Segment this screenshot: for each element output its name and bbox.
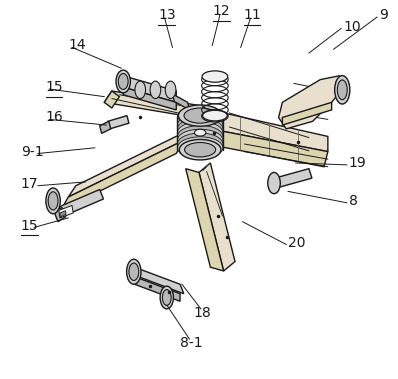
Polygon shape xyxy=(100,121,111,133)
Ellipse shape xyxy=(127,259,141,284)
Text: 20: 20 xyxy=(288,236,306,249)
Ellipse shape xyxy=(150,81,161,99)
Ellipse shape xyxy=(178,137,223,159)
Text: 15: 15 xyxy=(45,80,63,94)
Ellipse shape xyxy=(118,74,128,89)
Ellipse shape xyxy=(195,129,206,136)
Polygon shape xyxy=(58,190,103,217)
Text: 8-1: 8-1 xyxy=(180,336,203,350)
Ellipse shape xyxy=(116,70,131,93)
Ellipse shape xyxy=(162,290,171,305)
Polygon shape xyxy=(186,169,224,271)
Polygon shape xyxy=(123,87,176,110)
Polygon shape xyxy=(172,94,189,110)
Polygon shape xyxy=(123,76,176,102)
Ellipse shape xyxy=(48,192,58,210)
Text: 12: 12 xyxy=(213,5,230,18)
Ellipse shape xyxy=(165,81,176,99)
Polygon shape xyxy=(211,110,328,152)
Ellipse shape xyxy=(178,106,223,128)
Text: 13: 13 xyxy=(158,8,176,22)
Ellipse shape xyxy=(135,81,146,99)
Polygon shape xyxy=(178,116,223,150)
Text: 19: 19 xyxy=(349,156,367,170)
Polygon shape xyxy=(68,129,191,197)
Ellipse shape xyxy=(46,188,60,214)
Polygon shape xyxy=(199,163,235,271)
Polygon shape xyxy=(60,140,184,210)
Ellipse shape xyxy=(338,80,347,100)
Ellipse shape xyxy=(178,105,222,126)
Polygon shape xyxy=(135,277,180,301)
Polygon shape xyxy=(54,207,66,222)
Ellipse shape xyxy=(202,71,228,82)
Polygon shape xyxy=(207,129,328,167)
Polygon shape xyxy=(104,91,119,108)
Polygon shape xyxy=(60,211,66,217)
Polygon shape xyxy=(275,169,312,188)
Ellipse shape xyxy=(184,108,216,123)
Text: 9: 9 xyxy=(379,8,388,22)
Ellipse shape xyxy=(185,143,216,157)
Ellipse shape xyxy=(178,110,223,132)
Ellipse shape xyxy=(129,263,139,280)
Polygon shape xyxy=(108,116,129,129)
Ellipse shape xyxy=(203,110,227,121)
Text: 16: 16 xyxy=(45,111,63,124)
Ellipse shape xyxy=(179,139,221,160)
Ellipse shape xyxy=(335,76,350,104)
Polygon shape xyxy=(135,267,184,294)
Polygon shape xyxy=(279,76,347,129)
Text: 11: 11 xyxy=(243,8,261,22)
Ellipse shape xyxy=(178,133,223,155)
Polygon shape xyxy=(104,91,214,119)
Text: 8: 8 xyxy=(349,194,357,208)
Text: 9-1: 9-1 xyxy=(21,145,43,158)
Ellipse shape xyxy=(178,129,223,151)
Text: 15: 15 xyxy=(21,219,39,232)
Ellipse shape xyxy=(178,118,223,140)
Text: 14: 14 xyxy=(68,39,86,52)
Polygon shape xyxy=(275,178,279,190)
Ellipse shape xyxy=(178,125,223,147)
Ellipse shape xyxy=(178,122,223,144)
Ellipse shape xyxy=(268,172,280,194)
Ellipse shape xyxy=(178,114,223,136)
Text: 10: 10 xyxy=(343,20,361,33)
Polygon shape xyxy=(59,205,73,218)
Text: 17: 17 xyxy=(21,177,39,191)
Polygon shape xyxy=(282,102,332,125)
Ellipse shape xyxy=(160,286,174,309)
Text: 18: 18 xyxy=(194,306,212,319)
